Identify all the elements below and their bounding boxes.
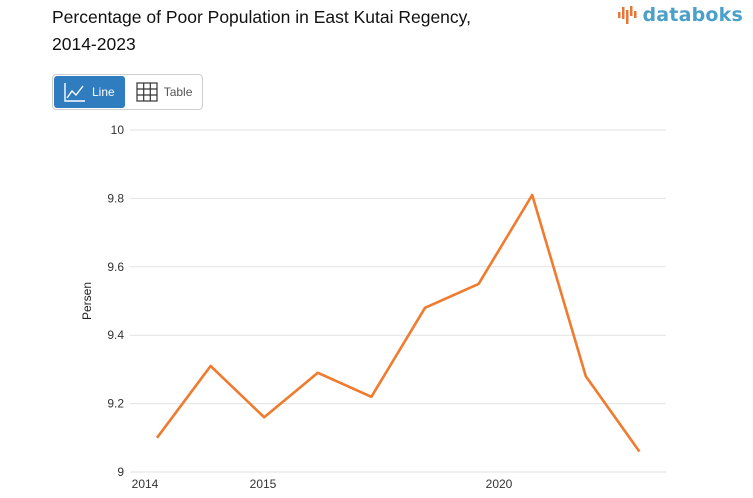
data-point[interactable]: [365, 391, 377, 403]
data-point[interactable]: [580, 370, 592, 382]
line-chart-icon: [64, 83, 85, 102]
view-toggle: Line Table: [52, 74, 204, 110]
databoks-logo-icon: [618, 6, 637, 24]
data-point[interactable]: [633, 445, 645, 457]
databoks-logo[interactable]: databoks: [617, 4, 743, 26]
x-tick-label: 2015: [250, 477, 277, 491]
y-tick-label: 9.6: [107, 260, 124, 274]
x-tick-label: 2014: [132, 477, 159, 491]
y-axis-ticks: 9 9.2 9.4 9.6 9.8 10: [107, 123, 124, 479]
x-tick-label: 2020: [486, 477, 513, 491]
data-series: [151, 189, 645, 457]
data-point[interactable]: [312, 367, 324, 379]
grid-lines: [130, 129, 666, 473]
series-line[interactable]: [155, 193, 641, 453]
y-tick-label: 9.2: [107, 397, 124, 411]
table-view-button[interactable]: Table: [126, 75, 203, 109]
y-axis-label: Persen: [80, 282, 94, 320]
data-point[interactable]: [526, 189, 538, 201]
x-axis-ticks: 2014 2015 2020: [132, 477, 513, 491]
databoks-logo-text: databoks: [642, 4, 743, 26]
table-view-label: Table: [163, 85, 193, 99]
chart-title-line-2: 2014-2023: [52, 34, 136, 54]
data-point[interactable]: [151, 432, 163, 444]
data-point[interactable]: [473, 278, 485, 290]
y-tick-label: 9.8: [107, 191, 124, 205]
chart-title-line-1: Percentage of Poor Population in East Ku…: [52, 7, 471, 27]
line-view-label: Line: [92, 85, 115, 99]
table-grid-icon: [136, 82, 158, 102]
data-point[interactable]: [205, 360, 217, 372]
data-point[interactable]: [258, 411, 270, 423]
data-point[interactable]: [419, 302, 431, 314]
line-view-button[interactable]: Line: [54, 76, 125, 108]
y-tick-label: 9: [117, 465, 124, 479]
y-tick-label: 9.4: [107, 328, 124, 342]
chart-title: Percentage of Poor Population in East Ku…: [52, 4, 572, 58]
y-tick-label: 10: [111, 123, 125, 137]
